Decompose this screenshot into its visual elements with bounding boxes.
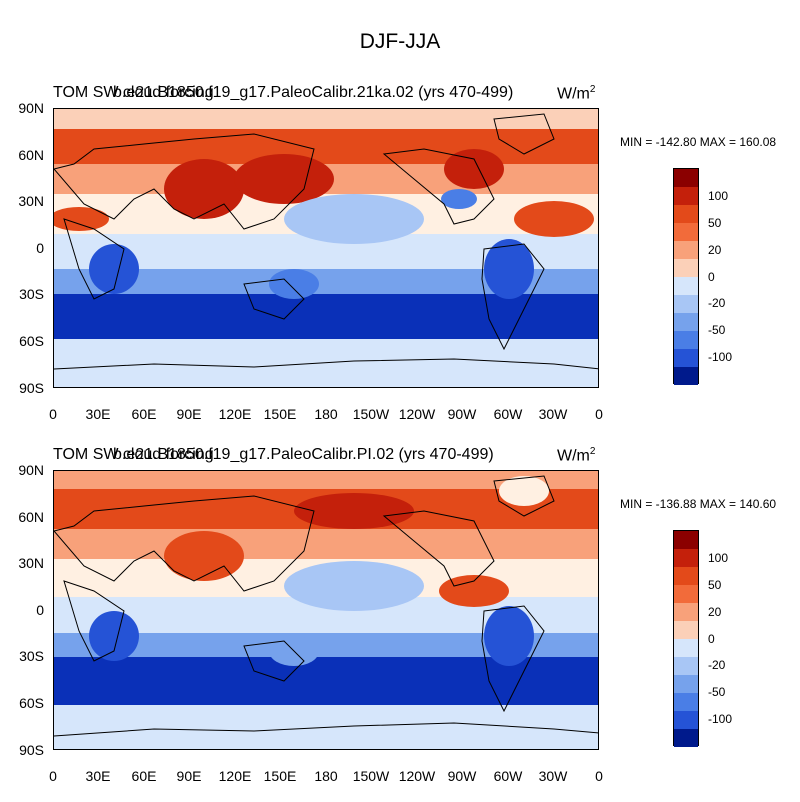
x-tick-label: 120W [398, 768, 436, 784]
colorbar-label: 20 [708, 243, 722, 257]
x-tick-label: 150E [263, 768, 297, 784]
y-tick-label: 30N [18, 193, 44, 209]
colorbar-label: 20 [708, 605, 722, 619]
map-panel-21ka: TOM SW cloud forcing b.e21.B1850.f19_g17… [0, 80, 800, 440]
y-tick-label: 30S [19, 648, 44, 664]
x-tick-label: 150E [263, 406, 297, 422]
x-tick-label: 90E [176, 406, 202, 422]
colorbar-label: 0 [708, 270, 715, 284]
y-tick-label: 30S [19, 286, 44, 302]
colorbar-label: 50 [708, 578, 722, 592]
panel-case-label: b.e21.B1850.f19_g17.PaleoCalibr.PI.02 (y… [113, 446, 494, 463]
panel-variable-label: TOM SW cloud forcing [53, 84, 214, 101]
y-tick-label: 90N [18, 100, 44, 116]
contour-map [53, 108, 599, 388]
x-tick-label: 120W [398, 406, 436, 422]
x-tick-label: 60E [131, 768, 157, 784]
x-tick-label: 0 [595, 406, 603, 422]
y-tick-label: 30N [18, 555, 44, 571]
y-tick-label: 90N [18, 462, 44, 478]
y-tick-label: 90S [19, 742, 44, 758]
y-tick-label: 0 [36, 240, 44, 256]
x-tick-label: 120E [218, 768, 252, 784]
x-tick-label: 90W [447, 406, 477, 422]
x-tick-label: 60W [493, 406, 523, 422]
x-tick-label: 90E [176, 768, 202, 784]
panel-title: TOM SW cloud forcing b.e21.B1850.f19_g17… [53, 84, 513, 102]
colorbar [673, 530, 699, 747]
colorbar [673, 168, 699, 385]
map-canvas [54, 109, 598, 387]
x-tick-label: 180 [314, 768, 338, 784]
y-tick-label: 60S [19, 695, 44, 711]
contour-map [53, 470, 599, 750]
x-tick-label: 0 [595, 768, 603, 784]
x-tick-label: 60E [131, 406, 157, 422]
x-tick-label: 30W [538, 768, 568, 784]
map-panel-pi: TOM SW cloud forcing b.e21.B1850.f19_g17… [0, 442, 800, 802]
y-tick-label: 60N [18, 509, 44, 525]
colorbar-label: -50 [708, 685, 726, 699]
colorbar-label: 0 [708, 632, 715, 646]
colorbar-label: -20 [708, 658, 726, 672]
x-tick-label: 90W [447, 768, 477, 784]
panel-case-label: b.e21.B1850.f19_g17.PaleoCalibr.21ka.02 … [113, 84, 514, 101]
units-label: W/m2 [557, 446, 596, 465]
y-tick-label: 0 [36, 602, 44, 618]
figure-title: DJF-JJA [359, 30, 441, 53]
x-tick-label: 180 [314, 406, 338, 422]
x-tick-label: 30E [85, 406, 111, 422]
y-tick-label: 60S [19, 333, 44, 349]
y-tick-label: 60N [18, 147, 44, 163]
map-canvas [54, 471, 598, 749]
min-max-label: MIN = -142.80 MAX = 160.08 [620, 135, 777, 149]
x-tick-label: 0 [49, 406, 57, 422]
x-tick-label: 150W [352, 768, 390, 784]
colorbar-label: -20 [708, 296, 726, 310]
panel-variable-label: TOM SW cloud forcing [53, 446, 214, 463]
min-max-label: MIN = -136.88 MAX = 140.60 [620, 497, 777, 511]
colorbar-label: 100 [708, 551, 729, 565]
x-tick-label: 0 [49, 768, 57, 784]
panel-title: TOM SW cloud forcing b.e21.B1850.f19_g17… [53, 446, 494, 464]
x-tick-label: 60W [493, 768, 523, 784]
colorbar-label: -50 [708, 323, 726, 337]
x-tick-label: 150W [352, 406, 390, 422]
x-tick-label: 120E [218, 406, 252, 422]
units-label: W/m2 [557, 84, 596, 103]
colorbar-label: 100 [708, 189, 729, 203]
y-tick-label: 90S [19, 380, 44, 396]
colorbar-label: -100 [708, 350, 733, 364]
colorbar-label: 50 [708, 216, 722, 230]
colorbar-label: -100 [708, 712, 733, 726]
x-tick-label: 30E [85, 768, 111, 784]
x-tick-label: 30W [538, 406, 568, 422]
